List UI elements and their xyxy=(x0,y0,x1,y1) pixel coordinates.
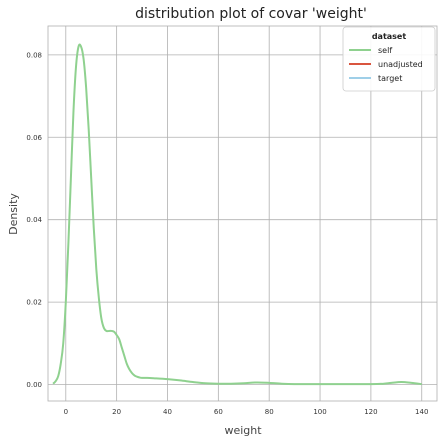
legend-box xyxy=(342,26,436,92)
series-line-self xyxy=(52,43,422,386)
x-tick-label: 140 xyxy=(415,408,428,416)
x-tick-label: 80 xyxy=(265,408,274,416)
legend-label-unadjusted: unadjusted xyxy=(378,60,423,69)
chart-title: distribution plot of covar 'weight' xyxy=(135,6,367,22)
x-tick-label: 40 xyxy=(163,408,172,416)
x-tick-label: 20 xyxy=(112,408,121,416)
legend: dataset self unadjusted target xyxy=(342,26,436,92)
x-tick-label: 0 xyxy=(64,408,68,416)
x-tick-label: 100 xyxy=(313,408,326,416)
y-tick-label: 0.08 xyxy=(26,51,42,59)
y-tick-label: 0.06 xyxy=(26,134,42,142)
x-axis-label: weight xyxy=(224,424,262,437)
x-tick-label: 120 xyxy=(364,408,377,416)
y-tick-label: 0.04 xyxy=(26,216,42,224)
x-tick-label: 60 xyxy=(214,408,223,416)
y-axis-label: Density xyxy=(7,193,20,235)
grid-lines xyxy=(48,26,437,401)
y-tick-label: 0.02 xyxy=(26,299,42,307)
legend-title: dataset xyxy=(372,32,407,41)
series-lines xyxy=(52,43,422,386)
legend-label-self: self xyxy=(378,46,392,55)
legend-label-target: target xyxy=(378,74,402,83)
y-tick-label: 0.00 xyxy=(26,381,42,389)
tick-labels: 0 20 40 60 80 100 120 140 0.00 0.02 0.04 0.06 0.08 xyxy=(26,51,428,416)
